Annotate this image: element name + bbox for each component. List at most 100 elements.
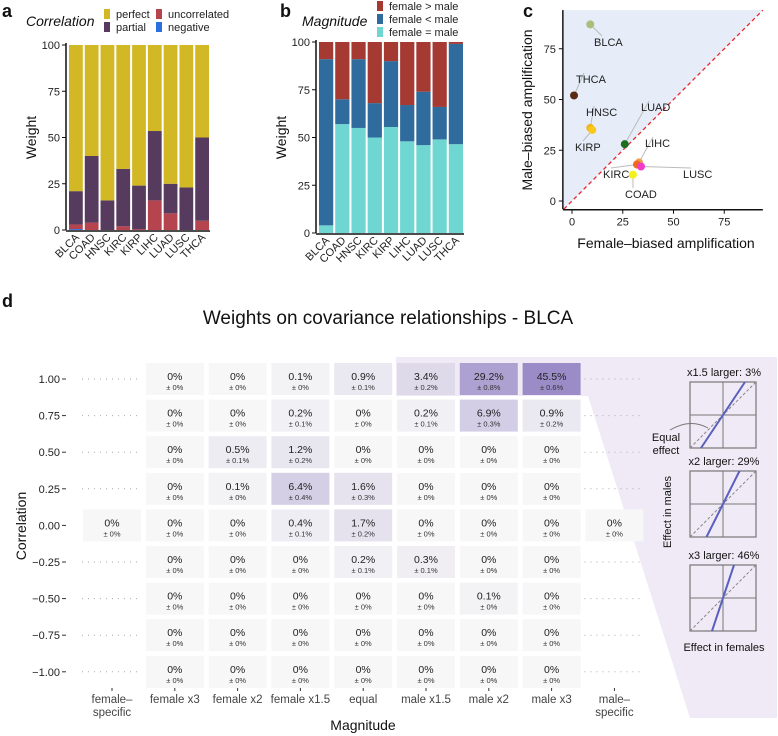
panel-label-c: c (523, 1, 533, 21)
cell-sd: ± 0% (543, 456, 560, 465)
cell-value: 0% (167, 554, 182, 566)
cell-sd: ± 0% (292, 566, 309, 575)
bar-LUSC-partial (179, 187, 194, 230)
cell-sd: ± 0% (480, 456, 497, 465)
cell-value: 0% (293, 664, 308, 676)
heatmap-cell (145, 619, 204, 652)
x-tick-label: 25 (617, 217, 629, 229)
x-tick-label: specific (595, 707, 634, 719)
point-label: LUSC (683, 169, 712, 181)
y-tick-label: 25 (48, 179, 60, 191)
cell-sd: ± 0% (417, 493, 434, 502)
heatmap-cell (271, 472, 330, 505)
label-leader (641, 165, 692, 169)
bar-LIHC-partial (147, 131, 162, 201)
bar-KIRC-female-male (367, 42, 382, 104)
bar-KIRC-female-male (367, 137, 382, 233)
bar-LUSC-female-male (432, 139, 447, 233)
cell-value: 0% (293, 591, 308, 603)
cell-value: 0.2% (414, 408, 438, 420)
cell-sd: ± 0% (480, 566, 497, 575)
cell-value: 0% (544, 444, 559, 456)
heatmap-cell (208, 582, 267, 615)
y-tick-label: 0 (54, 225, 60, 237)
cell-value: 0% (230, 664, 245, 676)
cell-value: 0% (544, 554, 559, 566)
cell-value: 0.2% (351, 554, 375, 566)
y-axis-label: Weight (273, 116, 289, 159)
cell-value: 6.9% (477, 408, 501, 420)
y-tick-label: 0.50 (39, 447, 60, 459)
cell-sd: ± 0% (229, 639, 246, 648)
bar-KIRC-perfect (116, 45, 131, 169)
cell-value: 0% (167, 517, 182, 529)
y-tick-label: 50 (298, 133, 310, 145)
bar-THCA-perfect (195, 45, 209, 138)
heatmap-cell (208, 509, 267, 542)
heatmap-cell (271, 546, 330, 578)
bar-BLCA-partial (69, 191, 83, 225)
inset-title: x3 larger: 46% (689, 550, 760, 562)
bar-KIRP-female-male (383, 42, 399, 62)
cell-value: 1.6% (351, 481, 375, 493)
heatmap-cell (334, 655, 393, 688)
heatmap-cell (271, 399, 330, 432)
y-tick-label: 50 (48, 133, 60, 145)
bar-LUSC-female-male (432, 42, 447, 107)
heatmap-title: Weights on covariance relationships - BL… (203, 308, 574, 329)
point-label: LUAD (641, 102, 670, 114)
cell-sd: ± 0.1% (289, 529, 313, 538)
legend-swatch (377, 14, 383, 24)
cell-sd: ± 0% (417, 603, 434, 612)
y-axis-label: Weight (23, 116, 39, 159)
heatmap-cell (397, 472, 455, 505)
heatmap-cell (208, 619, 267, 652)
heatmap-cell (208, 472, 267, 505)
cell-value: 0% (230, 517, 245, 529)
y-tick-label: −0.25 (32, 557, 60, 569)
cell-sd: ± 0% (543, 676, 560, 685)
cell-sd: ± 0% (417, 529, 434, 538)
legend-label: partial (116, 22, 146, 34)
x-tick-label: female– (92, 694, 134, 706)
x-tick-label: equal (349, 694, 377, 706)
panel-label-a: a (2, 1, 13, 21)
heatmap-cell (145, 655, 204, 688)
legend-label: female > male (389, 1, 458, 13)
cell-sd: ± 0% (480, 676, 497, 685)
bar-LUAD-partial (163, 183, 178, 214)
cell-value: 0% (418, 444, 433, 456)
cell-sd: ± 0% (229, 566, 246, 575)
cell-sd: ± 0% (480, 603, 497, 612)
y-tick-label: 75 (48, 86, 60, 98)
y-tick-label: 0.00 (39, 520, 60, 532)
bar-HNSC-female-male (351, 127, 366, 233)
heatmap-cell (459, 472, 518, 505)
point-label: LIHC (645, 138, 670, 150)
cell-value: 0% (230, 408, 245, 420)
bar-LIHC-female-male (400, 42, 415, 106)
cell-value: 0% (481, 444, 496, 456)
cell-value: 6.4% (288, 481, 312, 493)
cell-value: 0% (167, 591, 182, 603)
cell-value: 0% (544, 481, 559, 493)
x-axis-label: Magnitude (330, 717, 396, 733)
cell-sd: ± 0.8% (477, 383, 501, 392)
heatmap-cell (334, 436, 393, 469)
bar-BLCA-female-male (319, 42, 334, 60)
heatmap-cell (522, 509, 581, 542)
cell-sd: ± 0% (166, 493, 183, 502)
heatmap-cell (334, 363, 393, 395)
legend-label: female = male (389, 27, 458, 39)
cell-value: 0% (544, 517, 559, 529)
cell-value: 0% (230, 371, 245, 383)
heatmap-cell (271, 363, 330, 395)
cell-value: 0% (481, 517, 496, 529)
x-tick-label: male x3 (531, 694, 571, 706)
y-tick-label: −0.50 (32, 594, 60, 606)
heatmap-cell (522, 655, 581, 688)
heatmap-cell (459, 619, 518, 652)
heatmap-cell (397, 619, 455, 652)
bar-BLCA-female-male (319, 225, 334, 233)
heatmap-cell (397, 509, 455, 542)
